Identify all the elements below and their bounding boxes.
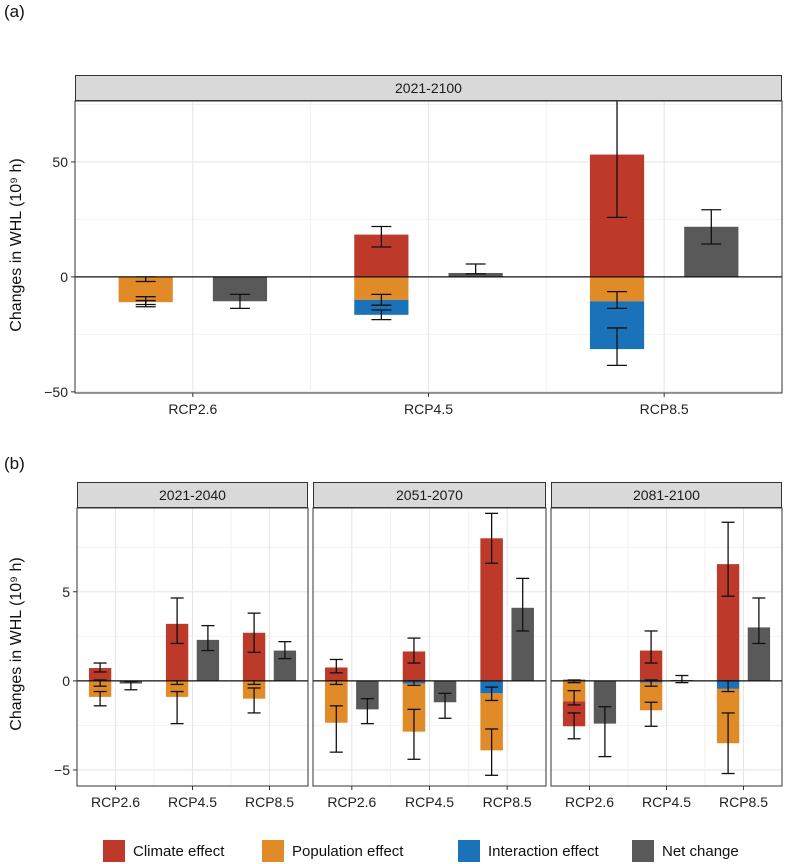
bar-net-change bbox=[448, 272, 503, 277]
legend-label: Population effect bbox=[292, 842, 404, 860]
y-tick-label: 50 bbox=[52, 154, 68, 170]
legend-label: Climate effect bbox=[133, 842, 225, 860]
legend-key-climate bbox=[103, 840, 125, 862]
panel-b2: RCP2.6 RCP4.5 RCP8.5 bbox=[312, 507, 547, 810]
legend-key-net bbox=[632, 840, 654, 862]
strip-2021-2040: 2021-2040 bbox=[77, 482, 308, 508]
bar-net-change bbox=[433, 680, 457, 703]
bar-population bbox=[325, 681, 348, 723]
strip-2021-2100: 2021-2100 bbox=[75, 75, 782, 101]
y-tick-label: 0 bbox=[62, 673, 70, 689]
bar-climate bbox=[88, 668, 112, 681]
legend-item-climate: Climate effect bbox=[103, 840, 224, 862]
y-axis-title-b: Changes in WHL (10⁹ h) bbox=[8, 557, 25, 731]
x-tick-label: RCP4.5 bbox=[168, 794, 217, 810]
bar-net-change bbox=[511, 607, 534, 681]
panel-b1: RCP2.6 RCP4.5 RCP8.5 −5 0 5 bbox=[54, 507, 309, 810]
x-tick-label: RCP2.6 bbox=[91, 794, 140, 810]
x-tick-label: RCP2.6 bbox=[565, 794, 614, 810]
bar-population bbox=[402, 683, 426, 732]
x-tick-label: RCP2.6 bbox=[327, 794, 376, 810]
x-tick-label: RCP8.5 bbox=[245, 794, 294, 810]
bar-net-change bbox=[356, 680, 379, 710]
y-axis-title-a: Changes in WHL (10⁹ h) bbox=[8, 158, 25, 332]
y-tick-label: −50 bbox=[44, 384, 68, 400]
legend-label: Interaction effect bbox=[488, 842, 599, 860]
panel-label-b: (b) bbox=[4, 454, 25, 473]
bar-net-change bbox=[747, 627, 771, 681]
bar-climate bbox=[480, 538, 503, 681]
legend-item-net: Net change bbox=[632, 840, 739, 862]
bar-climate bbox=[165, 623, 189, 681]
legend-item-interaction: Interaction effect bbox=[458, 840, 599, 862]
legend-label: Net change bbox=[662, 842, 739, 860]
strip-2051-2070: 2051-2070 bbox=[313, 482, 546, 508]
bar-climate bbox=[639, 650, 663, 681]
x-tick-label: RCP8.5 bbox=[640, 401, 689, 417]
bar-population bbox=[639, 682, 663, 711]
bar-net-change bbox=[593, 680, 617, 724]
x-tick-label: RCP4.5 bbox=[404, 401, 453, 417]
y-tick-label: −5 bbox=[54, 762, 70, 778]
y-tick-label: 0 bbox=[60, 269, 68, 285]
panel-label-a: (a) bbox=[4, 2, 25, 21]
x-tick-label: RCP2.6 bbox=[168, 401, 217, 417]
legend: Climate effect Population effect Interac… bbox=[0, 840, 787, 864]
bar-climate bbox=[402, 651, 426, 681]
bar-population bbox=[354, 276, 409, 300]
panel-b3: RCP2.6 RCP4.5 RCP8.5 bbox=[550, 507, 783, 810]
y-tick-label: 5 bbox=[62, 584, 70, 600]
panel-a: RCP2.6 RCP4.5 RCP8.5 −50 0 50 bbox=[44, 99, 783, 417]
bar-population bbox=[88, 681, 112, 697]
bar-population bbox=[480, 693, 503, 751]
bar-climate bbox=[325, 667, 348, 681]
bar-climate bbox=[716, 564, 740, 681]
x-tick-label: RCP4.5 bbox=[642, 794, 691, 810]
legend-key-population bbox=[262, 840, 284, 862]
bar-interaction bbox=[354, 299, 409, 315]
x-tick-label: RCP4.5 bbox=[405, 794, 454, 810]
legend-key-interaction bbox=[458, 840, 480, 862]
strip-2081-2100: 2081-2100 bbox=[551, 482, 782, 508]
bar-climate bbox=[242, 632, 266, 681]
legend-item-population: Population effect bbox=[262, 840, 403, 862]
x-tick-label: RCP8.5 bbox=[719, 794, 768, 810]
x-tick-label: RCP8.5 bbox=[483, 794, 532, 810]
